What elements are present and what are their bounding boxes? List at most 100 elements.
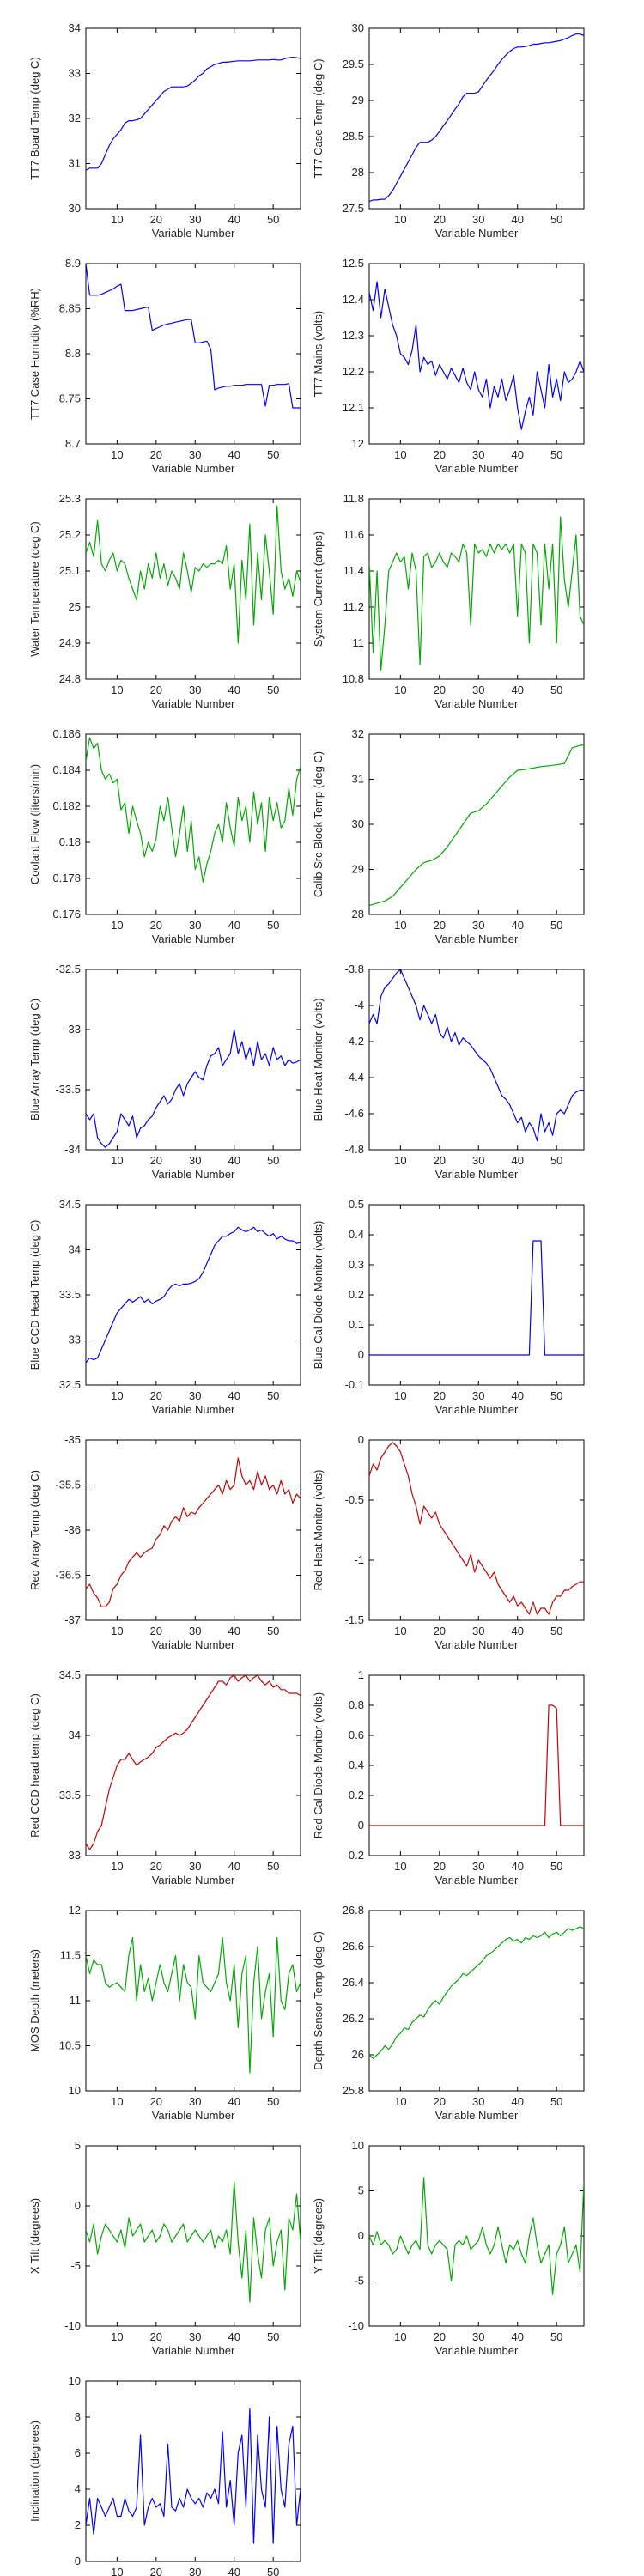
x-tick-label: 10 [111, 1389, 123, 1402]
y-tick-label: 30 [69, 202, 81, 215]
plot-frame [368, 1674, 585, 1856]
y-tick-label: 28 [352, 166, 364, 179]
series-line [369, 1442, 584, 1615]
x-tick-label: 10 [111, 919, 123, 932]
y-tick-label: 33.5 [59, 1789, 81, 1801]
x-tick-label: 30 [189, 2566, 201, 2576]
x-tick-label: 20 [434, 683, 446, 696]
y-axis-label: Water Temperature (deg C) [28, 521, 41, 657]
x-axis-label: Variable Number [435, 933, 519, 945]
x-tick-label: 40 [511, 1389, 523, 1402]
series-line [369, 1926, 584, 2059]
x-axis-label: Variable Number [435, 1168, 519, 1181]
x-tick-label: 20 [150, 919, 162, 932]
x-tick-label: 30 [472, 1860, 484, 1873]
series-line [86, 1675, 301, 1850]
x-tick-label: 30 [189, 919, 201, 932]
y-tick-label: 11 [353, 636, 365, 649]
x-tick-label: 20 [150, 1625, 162, 1637]
plot-frame [85, 498, 301, 680]
x-tick-label: 40 [228, 1860, 240, 1873]
x-tick-label: 40 [228, 1154, 240, 1167]
y-tick-label: 33 [69, 1334, 81, 1346]
series-line [369, 281, 584, 430]
x-tick-label: 40 [228, 2330, 240, 2343]
y-axis-label: Depth Sensor Temp (deg C) [312, 1931, 325, 2070]
x-tick-label: 50 [267, 213, 279, 226]
x-tick-label: 10 [394, 213, 406, 226]
x-tick-label: 20 [434, 919, 446, 932]
y-tick-label: 12 [352, 437, 364, 450]
y-axis-label: Y Tilt (degrees) [312, 2198, 325, 2274]
y-tick-label: 33.5 [59, 1288, 81, 1301]
chart-panel-16: 10 20 30 40 50 -0.2 0 0.2 0.4 0.6 0.8 1 Variable Num… [312, 1668, 585, 1886]
series-line [86, 1226, 301, 1364]
chart-panel-6: 10 20 30 40 50 10.8 11 11.2 11.4 11.6 11.8 Variable… [312, 492, 585, 710]
x-tick-label: 30 [189, 1389, 201, 1402]
x-tick-label: 40 [511, 1860, 523, 1873]
x-tick-label: 30 [189, 1860, 201, 1873]
y-tick-label: 0 [358, 1819, 364, 1832]
x-tick-label: 20 [150, 1154, 162, 1167]
x-tick-label: 50 [550, 2095, 562, 2108]
y-axis-label: Blue CCD Head Temp (deg C) [28, 1220, 41, 1370]
y-axis-label: Red Cal Diode Monitor (volts) [312, 1692, 325, 1839]
y-tick-label: 0.176 [52, 908, 81, 920]
plot-frame [85, 1674, 301, 1856]
x-axis-label: Variable Number [435, 1874, 519, 1886]
y-tick-label: -10 [64, 2319, 81, 2332]
y-axis-label: TT7 Board Temp (deg C) [28, 57, 41, 180]
x-tick-label: 30 [472, 213, 484, 226]
x-tick-label: 50 [267, 2330, 279, 2343]
x-tick-label: 20 [434, 1154, 446, 1167]
plot-frame [368, 1204, 585, 1386]
x-tick-label: 40 [511, 213, 523, 226]
x-tick-label: 10 [111, 2330, 123, 2343]
y-tick-label: 30 [352, 817, 364, 830]
y-tick-label: 11.5 [60, 1949, 81, 1962]
y-tick-label: 11.8 [343, 492, 364, 505]
chart-panel-18: 10 20 30 40 50 25.8 26 26.2 26.4 26.6 26.8 Variable… [312, 1904, 585, 2122]
y-axis-label: TT7 Mains (volts) [312, 311, 325, 397]
y-axis-label: Blue Cal Diode Monitor (volts) [312, 1221, 325, 1370]
y-tick-label: -35.5 [55, 1479, 81, 1492]
plot-frame [85, 1204, 301, 1386]
x-tick-label: 40 [511, 683, 523, 696]
chart-panel-1: 10 20 30 40 50 30 31 32 33 34 Variable Number TT7 B… [28, 21, 301, 240]
x-tick-label: 20 [434, 1860, 446, 1873]
plot-frame [368, 27, 585, 210]
y-axis-label: TT7 Case Temp (deg C) [312, 58, 325, 178]
x-tick-label: 20 [150, 2095, 162, 2108]
x-tick-label: 50 [267, 2095, 279, 2108]
x-tick-label: 20 [150, 2566, 162, 2576]
plot-frame [85, 27, 301, 210]
x-tick-label: 50 [267, 1389, 279, 1402]
plot-frame [368, 733, 585, 915]
y-tick-label: 0.182 [52, 799, 81, 812]
y-tick-label: 29.5 [343, 58, 364, 70]
y-tick-label: 0 [358, 1433, 364, 1446]
x-tick-label: 10 [111, 2566, 123, 2576]
x-tick-label: 30 [472, 683, 484, 696]
y-tick-label: 0.8 [349, 1698, 364, 1711]
x-tick-label: 50 [550, 1389, 562, 1402]
x-tick-label: 50 [550, 1860, 562, 1873]
y-tick-label: 25 [69, 600, 81, 613]
x-tick-label: 20 [434, 213, 446, 226]
series-line [86, 56, 301, 171]
x-axis-label: Variable Number [152, 1874, 235, 1886]
y-tick-label: 32.5 [59, 1378, 81, 1391]
y-tick-label: 0.3 [349, 1258, 364, 1271]
y-tick-label: -3.8 [345, 963, 364, 975]
y-tick-label: 0.4 [349, 1228, 364, 1241]
series-line [86, 1029, 301, 1148]
x-tick-label: 30 [472, 1154, 484, 1167]
y-tick-label: -37 [64, 1613, 81, 1626]
x-tick-label: 40 [228, 2566, 240, 2576]
y-tick-label: 4 [75, 2482, 81, 2495]
x-tick-label: 20 [150, 1860, 162, 1873]
x-tick-label: 20 [434, 1625, 446, 1637]
y-tick-label: 0.4 [349, 1759, 364, 1771]
y-tick-label: -33.5 [55, 1083, 81, 1096]
